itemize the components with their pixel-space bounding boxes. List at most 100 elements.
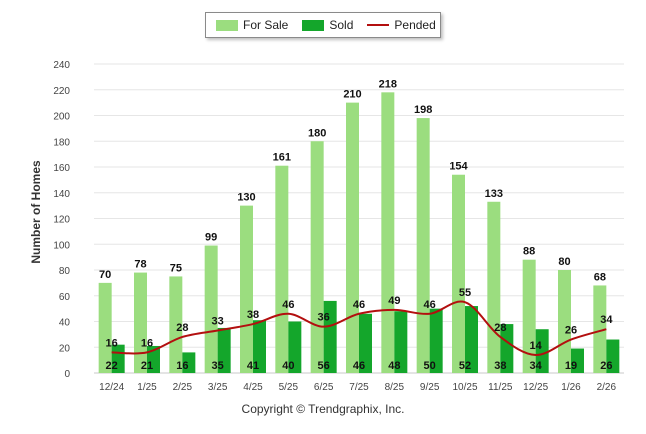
legend-item-pended[interactable]: Pended [367, 18, 436, 32]
bar-for-sale [346, 102, 359, 373]
x-tick-label: 3/25 [208, 382, 228, 393]
for-sale-value-label: 154 [449, 161, 468, 173]
bar-for-sale [593, 285, 607, 373]
pended-value-label: 34 [600, 314, 613, 326]
copyright-text: Copyright © Trendgraphix, Inc. [241, 402, 405, 416]
pended-value-label: 33 [212, 316, 224, 328]
sold-value-label: 19 [565, 360, 577, 372]
y-tick-label: 220 [53, 86, 70, 97]
pended-value-label: 16 [106, 337, 118, 349]
x-tick-label: 12/24 [99, 382, 124, 393]
bar-for-sale [522, 259, 536, 373]
for-sale-value-label: 130 [237, 192, 255, 204]
pended-swatch [367, 24, 390, 26]
sold-value-label: 35 [212, 360, 224, 372]
for-sale-value-label: 210 [343, 89, 361, 101]
bar-for-sale [452, 174, 465, 373]
for-sale-value-label: 78 [134, 259, 146, 271]
legend-item-for-sale[interactable]: For Sale [216, 18, 288, 32]
for-sale-swatch [216, 19, 238, 31]
x-tick-label: 5/25 [279, 382, 299, 393]
bar-for-sale [98, 282, 112, 373]
y-tick-label: 180 [53, 137, 70, 148]
sold-swatch [302, 19, 325, 31]
bar-for-sale [381, 92, 395, 373]
bar-sold [359, 313, 372, 373]
for-sale-value-label: 218 [379, 78, 397, 90]
pended-value-label: 46 [353, 299, 365, 311]
sold-value-label: 22 [106, 360, 118, 372]
bar-for-sale [204, 245, 218, 373]
for-sale-value-label: 180 [308, 127, 326, 139]
bar-for-sale [275, 165, 289, 373]
for-sale-value-label: 99 [205, 232, 217, 244]
sold-value-label: 21 [141, 360, 153, 372]
bar-for-sale [487, 201, 501, 373]
sold-value-label: 50 [424, 360, 436, 372]
bar-sold [182, 352, 196, 373]
bar-sold [500, 324, 514, 373]
y-tick-label: 100 [53, 240, 70, 251]
x-tick-label: 6/25 [314, 382, 334, 393]
x-tick-label: 2/26 [597, 382, 617, 393]
pended-value-label: 26 [565, 325, 577, 337]
pended-line [111, 300, 607, 356]
bar-for-sale [558, 270, 571, 373]
for-sale-value-label: 68 [594, 271, 606, 283]
sold-value-label: 40 [282, 360, 294, 372]
bar-sold [288, 321, 302, 373]
sold-value-label: 26 [600, 360, 612, 372]
for-sale-value-label: 70 [99, 269, 111, 281]
sold-value-label: 52 [459, 360, 471, 372]
bar-sold [253, 320, 266, 373]
pended-value-label: 28 [494, 322, 506, 334]
pended-value-label: 46 [282, 299, 294, 311]
legend-sold-label: Sold [329, 18, 354, 32]
data-labels: 70 22 78 21 75 16 99 35 130 41 161 40 180 56 210 46 218 4… [99, 78, 613, 372]
bars [98, 92, 620, 373]
bar-sold [535, 329, 549, 373]
x-tick-label: 9/25 [420, 382, 440, 393]
legend-for-sale-label: For Sale [243, 18, 289, 32]
pended-value-label: 16 [141, 337, 153, 349]
y-tick-label: 20 [59, 343, 71, 354]
bar-for-sale [240, 205, 253, 373]
bar-sold [147, 345, 160, 373]
sold-value-label: 16 [176, 360, 188, 372]
x-tick-label: 10/25 [452, 382, 477, 393]
x-tick-label: 12/25 [523, 382, 548, 393]
x-tick-label: 7/25 [349, 382, 369, 393]
x-tick-label: 2/25 [173, 382, 193, 393]
y-tick-label: 80 [59, 266, 71, 277]
legend-pended-label: Pended [394, 18, 436, 32]
y-tick-label: 200 [53, 112, 70, 123]
bar-for-sale [134, 272, 147, 373]
x-tick-label: 8/25 [385, 382, 405, 393]
x-tick-label: 11/25 [488, 382, 513, 393]
for-sale-value-label: 80 [558, 256, 570, 268]
legend-item-sold[interactable]: Sold [302, 18, 353, 32]
for-sale-value-label: 161 [273, 152, 291, 164]
y-tick-label: 60 [59, 292, 71, 303]
x-axis: 12/24 1/25 2/25 3/25 4/25 5/25 6/25 7/25 8/25 9/2… [99, 382, 616, 393]
sold-value-label: 56 [318, 360, 330, 372]
legend: For Sale Sold Pended [205, 12, 441, 38]
bar-sold [217, 327, 231, 373]
y-tick-label: 0 [64, 369, 70, 380]
sold-value-label: 41 [247, 360, 259, 372]
x-tick-label: 1/26 [561, 382, 581, 393]
pended-value-label: 14 [530, 340, 543, 352]
y-tick-label: 120 [53, 215, 70, 226]
for-sale-value-label: 133 [485, 188, 503, 200]
sold-value-label: 46 [353, 360, 365, 372]
bar-sold [323, 300, 337, 373]
for-sale-value-label: 88 [523, 246, 535, 258]
bar-for-sale [169, 276, 183, 373]
y-tick-label: 140 [53, 189, 70, 200]
pended-value-label: 49 [388, 295, 400, 307]
pended-value-label: 28 [176, 322, 188, 334]
pended-value-label: 36 [318, 312, 330, 324]
y-axis: 0 20 40 60 80 100 120 140 160 180 200 220 240 [53, 60, 70, 380]
bar-sold [394, 311, 408, 373]
